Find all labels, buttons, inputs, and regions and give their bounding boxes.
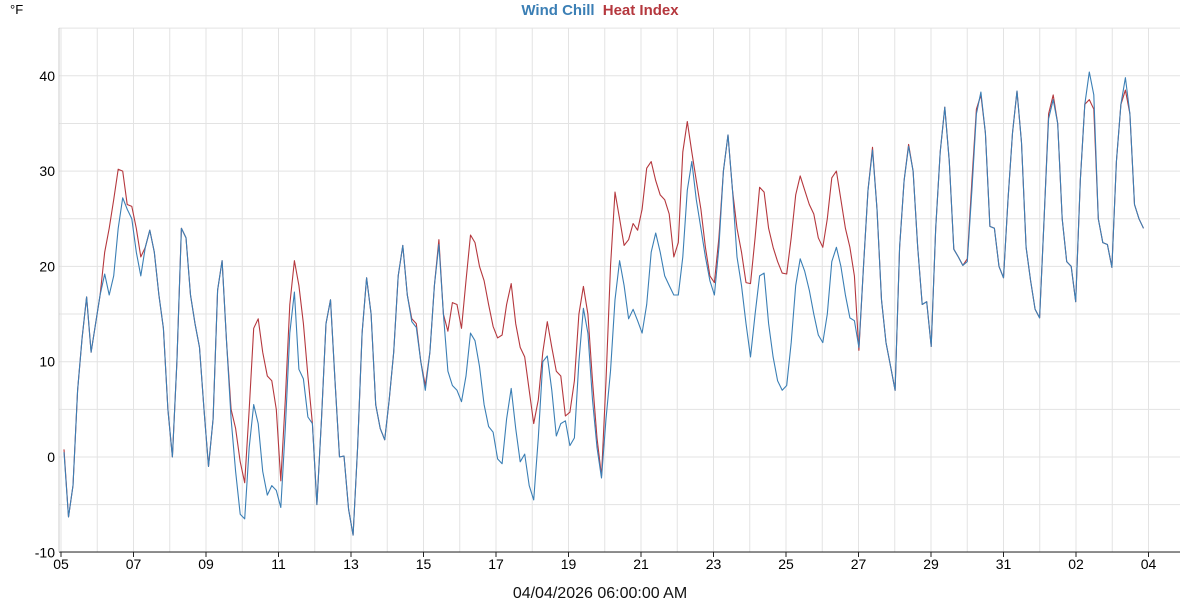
grid-layer [59, 27, 1180, 553]
y-tick-label: 30 [39, 163, 55, 179]
x-tick-label: 17 [488, 556, 504, 572]
y-tick-label: 10 [39, 354, 55, 370]
y-tick-label: -10 [35, 544, 55, 560]
legend-heat-index: Heat Index [603, 2, 680, 19]
y-unit-label: °F [10, 2, 23, 17]
x-tick-label: 13 [343, 556, 359, 572]
x-tick-label: 25 [778, 556, 794, 572]
chart-title: Wind Chill Heat Index [521, 2, 679, 19]
x-tick-label: 07 [126, 556, 142, 572]
x-tick-label: 21 [633, 556, 649, 572]
legend-wind-chill: Wind Chill [521, 2, 594, 19]
x-tick-label: 04 [1141, 556, 1157, 572]
x-axis-label: 04/04/2026 06:00:00 AM [513, 585, 687, 600]
x-tick-label: 31 [996, 556, 1012, 572]
x-tick-label: 15 [416, 556, 432, 572]
x-tick-label: 09 [198, 556, 214, 572]
y-tick-label: 0 [47, 449, 55, 465]
y-tick-label: 40 [39, 68, 55, 84]
x-tick-label: 27 [851, 556, 867, 572]
axis-layer: -10 0 10 20 30 40 05 07 09 11 13 15 17 19 21 23 25 27 29 31… [35, 28, 1180, 572]
x-tick-label: 19 [561, 556, 577, 572]
x-tick-label: 11 [271, 556, 286, 572]
x-tick-label: 29 [923, 556, 939, 572]
x-tick-label: 05 [53, 556, 69, 572]
series-layer [63, 71, 1144, 536]
wind-chill-line [63, 71, 1144, 536]
heat-index-line [63, 89, 1144, 536]
x-tick-label: 23 [706, 556, 722, 572]
x-tick-label: 02 [1068, 556, 1084, 572]
y-tick-label: 20 [39, 258, 55, 274]
